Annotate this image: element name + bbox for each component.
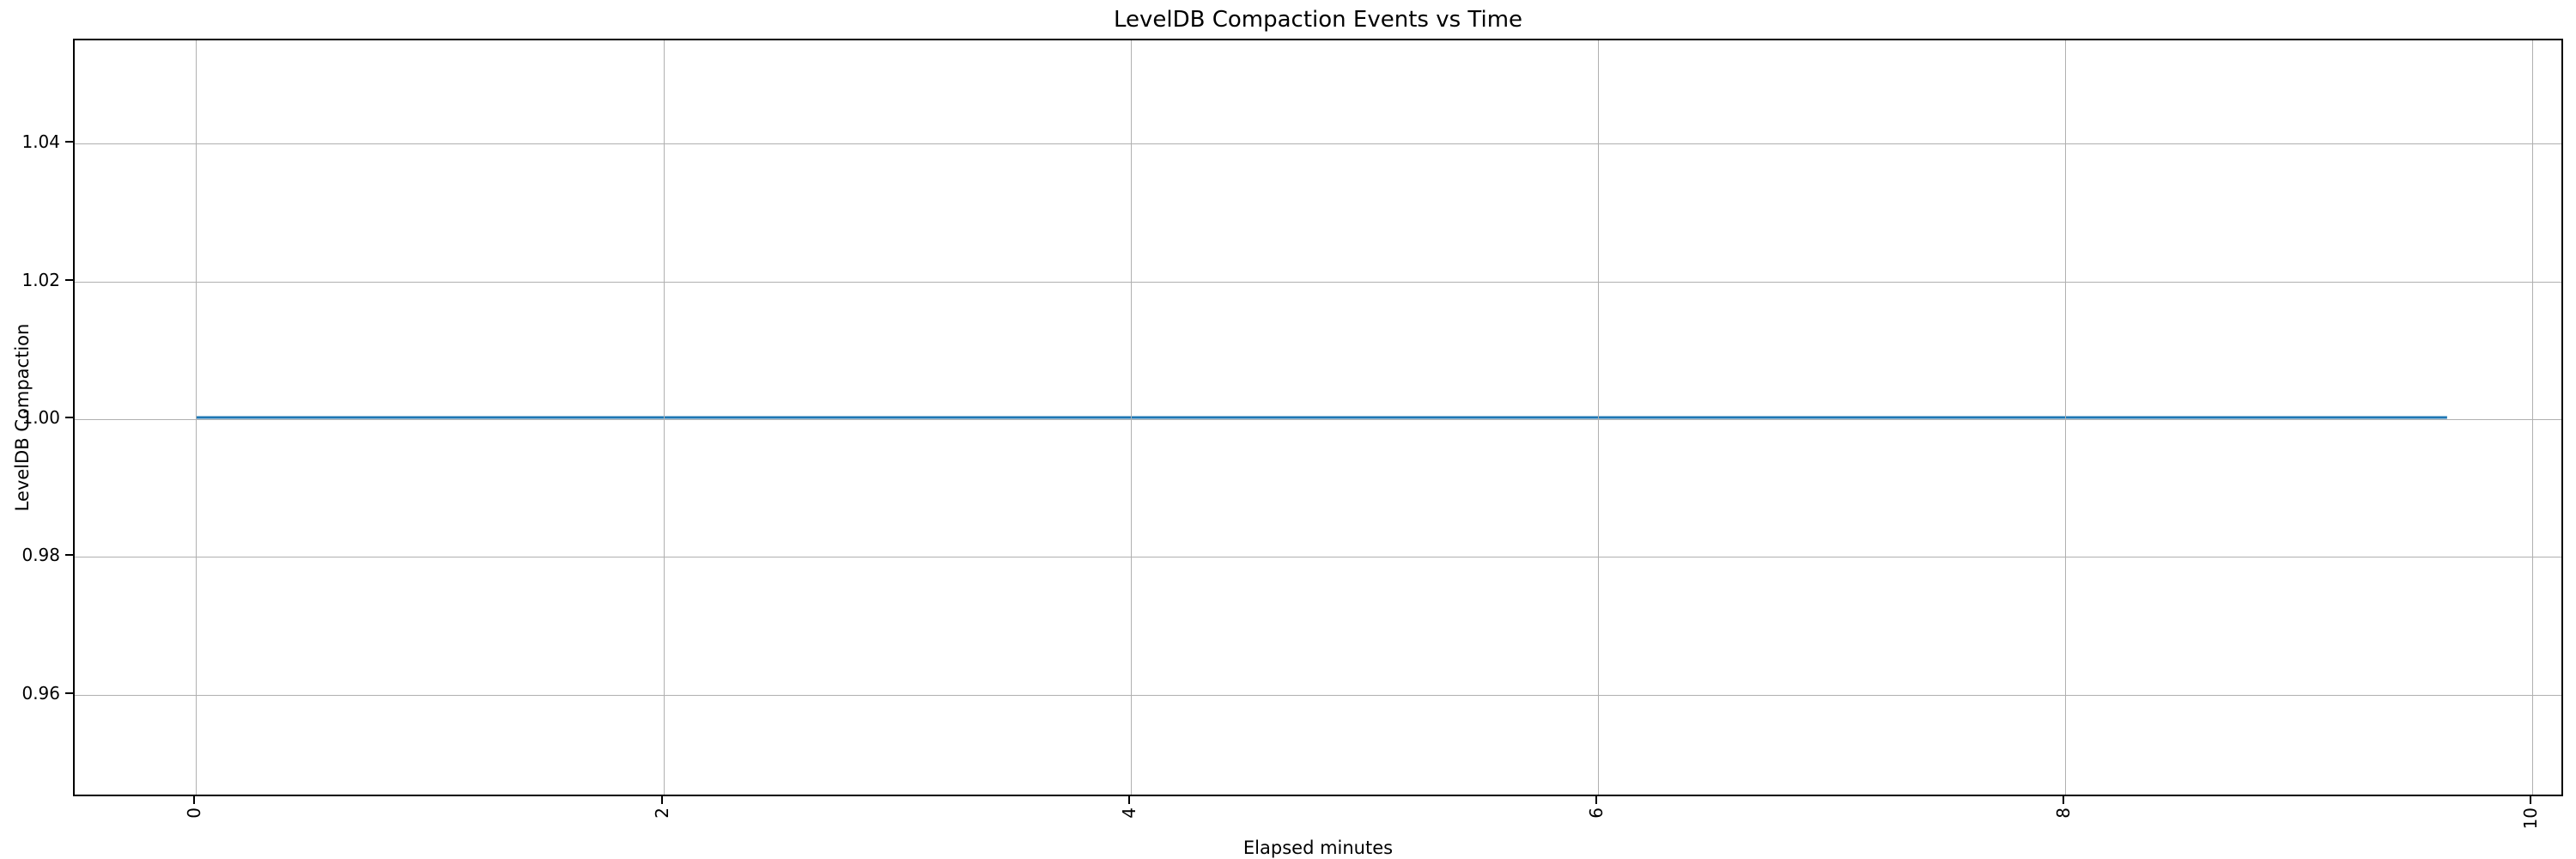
v-gridline — [1130, 40, 1132, 795]
y-tick-mark — [65, 691, 73, 694]
x-tick-label: 2 — [651, 807, 672, 819]
v-gridline — [1597, 40, 1599, 795]
y-tick-label: 1.04 — [21, 131, 60, 153]
x-tick-mark — [1127, 796, 1130, 804]
y-tick-mark — [65, 278, 73, 281]
x-tick-mark — [1595, 796, 1597, 804]
y-tick-mark — [65, 554, 73, 557]
h-gridline — [75, 419, 2561, 420]
plot-area — [73, 39, 2563, 796]
y-tick-label: 0.98 — [21, 545, 60, 566]
v-gridline — [196, 40, 197, 795]
x-tick-label: 8 — [2052, 807, 2074, 819]
x-tick-mark — [2062, 796, 2064, 804]
x-tick-label: 10 — [2519, 807, 2541, 830]
x-tick-label: 0 — [184, 807, 205, 819]
h-gridline — [75, 281, 2561, 283]
x-tick-mark — [660, 796, 663, 804]
y-tick-label: 1.02 — [21, 269, 60, 290]
x-tick-mark — [2529, 796, 2531, 804]
y-tick-mark — [65, 417, 73, 418]
y-tick-label: 0.96 — [21, 682, 60, 704]
v-gridline — [663, 40, 665, 795]
h-gridline — [75, 143, 2561, 145]
v-gridline — [2531, 40, 2533, 795]
x-tick-label: 6 — [1585, 807, 1607, 819]
v-gridline — [2064, 40, 2066, 795]
data-line-layer — [196, 416, 2447, 419]
y-tick-label: 1.00 — [21, 407, 60, 428]
x-tick-mark — [193, 796, 196, 804]
h-gridline — [75, 694, 2561, 696]
x-tick-label: 4 — [1118, 807, 1139, 819]
x-axis-label: Elapsed minutes — [1242, 838, 1394, 858]
y-tick-mark — [65, 141, 73, 143]
chart-title: LevelDB Compaction Events vs Time — [1113, 7, 1523, 33]
